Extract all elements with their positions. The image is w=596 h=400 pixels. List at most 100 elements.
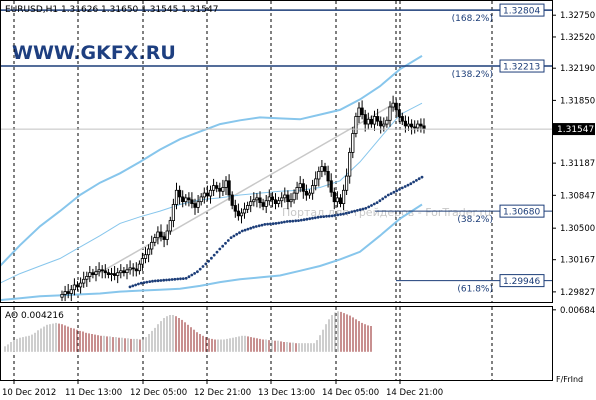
candle-body xyxy=(162,236,166,240)
sar-dot xyxy=(417,177,421,181)
candle-body xyxy=(292,192,296,201)
candle-body xyxy=(286,194,290,202)
candle-body xyxy=(122,270,126,274)
candle-body xyxy=(317,170,321,180)
sar-dot xyxy=(350,210,354,214)
candle-body xyxy=(227,180,231,196)
candle xyxy=(357,102,361,124)
candle xyxy=(403,115,408,133)
sar-dot xyxy=(384,195,387,199)
candle-body xyxy=(419,123,423,127)
price-tick-label-8: 1.30167 xyxy=(560,256,595,266)
candle xyxy=(307,189,312,199)
sar-dot xyxy=(153,279,157,283)
band-lower xyxy=(1,203,423,302)
candle-body xyxy=(233,205,237,212)
candle xyxy=(270,192,275,208)
sar-dot xyxy=(170,278,174,281)
candle-body xyxy=(344,175,349,191)
candle-body xyxy=(66,291,70,294)
candle xyxy=(292,189,296,204)
candle-body xyxy=(128,267,132,271)
price-candles xyxy=(60,95,426,302)
candle xyxy=(218,182,222,198)
candle xyxy=(196,195,200,213)
sar-dot xyxy=(291,219,295,223)
candle-body xyxy=(372,116,377,125)
candle xyxy=(351,126,355,159)
candle xyxy=(388,101,392,127)
sar-dot xyxy=(364,206,368,210)
price-tick-label-3: 1.31850 xyxy=(560,96,595,106)
candle-body xyxy=(69,289,73,294)
sar-dot xyxy=(165,278,168,282)
candle xyxy=(109,267,114,282)
sar-dot xyxy=(327,214,331,218)
time-tick-label-6: 14 Dec 21:00 xyxy=(386,388,443,398)
fibo-price-label-0: 1.32804 xyxy=(503,7,540,17)
candle-body xyxy=(264,200,268,207)
sar-dot xyxy=(316,215,320,219)
candle-body xyxy=(177,189,182,198)
sar-dot xyxy=(179,277,182,281)
sar-dot xyxy=(288,219,292,223)
fibo-price-box-2 xyxy=(499,204,545,218)
sar-dot xyxy=(254,225,258,228)
sar-dot xyxy=(257,224,261,228)
candle xyxy=(184,194,188,206)
candle xyxy=(85,271,89,287)
candle xyxy=(199,193,203,206)
sar-dot xyxy=(325,214,328,218)
candle-body xyxy=(119,270,123,274)
candle xyxy=(215,181,219,193)
sar-dot xyxy=(224,241,227,245)
time-tick-label-0: 10 Dec 2012 xyxy=(2,388,56,398)
candle xyxy=(82,271,86,288)
candle-body xyxy=(193,203,197,208)
candle-body xyxy=(369,118,374,125)
candle-body xyxy=(357,107,361,117)
sar-dot xyxy=(339,213,342,216)
candle-body xyxy=(382,123,386,127)
candle xyxy=(94,266,98,282)
candle xyxy=(75,281,80,291)
price-tick-label-6: 1.30847 xyxy=(560,191,595,201)
candle xyxy=(134,262,138,277)
candle-body xyxy=(245,205,250,210)
sar-dot xyxy=(285,220,289,223)
candle xyxy=(258,191,262,209)
sar-dot xyxy=(342,212,345,216)
candle xyxy=(317,166,321,187)
candle-body xyxy=(168,220,172,232)
candle-body xyxy=(351,133,355,153)
price-tick-label-1: 1.32520 xyxy=(560,33,595,43)
candle xyxy=(174,182,179,210)
candle-body xyxy=(397,109,401,117)
ao-pane-frame xyxy=(0,306,553,381)
sar-dot xyxy=(184,276,188,280)
sar-dot xyxy=(361,207,365,211)
candle xyxy=(289,193,293,208)
candle-body xyxy=(348,151,352,177)
sar-dot xyxy=(131,284,135,288)
candle xyxy=(255,193,259,208)
candle xyxy=(261,198,265,211)
candle-body xyxy=(85,275,89,280)
candle-body xyxy=(375,116,380,122)
sar-dot xyxy=(221,244,225,248)
sar-dot xyxy=(403,185,407,188)
price-tick-label-0: 1.32750 xyxy=(560,11,595,21)
candle xyxy=(242,202,247,219)
sar-dot xyxy=(252,225,255,229)
sar-dot xyxy=(226,239,230,242)
candle xyxy=(329,173,333,197)
candle-body xyxy=(202,192,206,198)
candle xyxy=(406,116,411,131)
candle-body xyxy=(63,291,67,295)
candle xyxy=(267,189,271,206)
candle-body xyxy=(165,230,169,240)
candle xyxy=(304,184,309,201)
candle xyxy=(113,266,117,281)
candle-body xyxy=(413,126,417,129)
candle-body xyxy=(379,120,383,127)
